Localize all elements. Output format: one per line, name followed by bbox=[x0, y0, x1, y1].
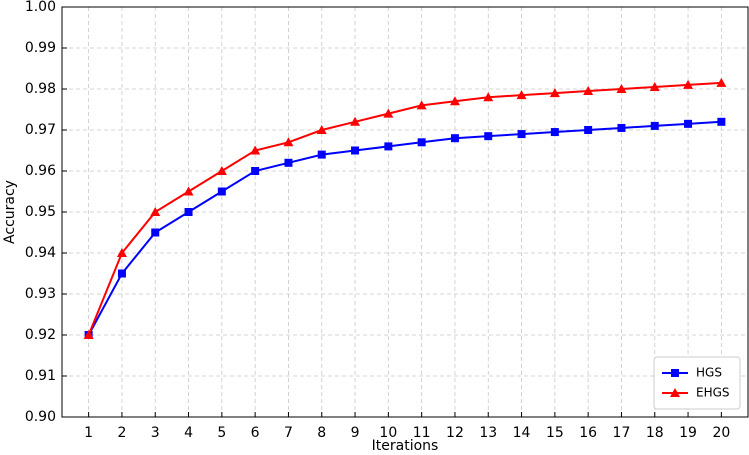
marker bbox=[416, 100, 427, 110]
x-tick-label: 5 bbox=[217, 425, 226, 441]
marker bbox=[483, 92, 494, 102]
marker bbox=[284, 158, 293, 167]
plot-frame bbox=[61, 6, 749, 418]
marker bbox=[550, 128, 559, 137]
x-axis-label: Iterations bbox=[372, 438, 439, 454]
marker bbox=[217, 187, 226, 196]
marker bbox=[649, 81, 660, 91]
marker bbox=[351, 146, 360, 155]
x-tick-label: 12 bbox=[446, 425, 464, 441]
x-tick-label: 16 bbox=[579, 425, 597, 441]
x-tick-label: 19 bbox=[679, 425, 697, 441]
marker bbox=[83, 330, 94, 339]
y-tick-label: 0.99 bbox=[25, 40, 56, 56]
x-tick-label: 10 bbox=[379, 425, 397, 441]
marker bbox=[616, 84, 627, 93]
x-tick-label: 18 bbox=[646, 425, 664, 441]
marker bbox=[317, 150, 326, 159]
marker bbox=[716, 77, 727, 87]
x-tick-label: 14 bbox=[513, 425, 531, 441]
y-tick-label: 0.95 bbox=[25, 204, 56, 220]
legend-label: EHGS bbox=[696, 386, 730, 400]
legend-label: HGS bbox=[696, 366, 722, 380]
marker bbox=[151, 228, 160, 237]
y-tick-label: 0.90 bbox=[25, 409, 56, 425]
x-tick-label: 4 bbox=[184, 425, 193, 441]
x-tick-label: 11 bbox=[413, 425, 431, 441]
x-tick-label: 1 bbox=[84, 425, 93, 441]
y-tick-label: 0.93 bbox=[25, 286, 56, 302]
series-line bbox=[87, 81, 722, 336]
x-tick-label: 3 bbox=[151, 425, 160, 441]
y-tick-label: 0.91 bbox=[25, 368, 56, 384]
x-tick-label: 8 bbox=[317, 425, 326, 441]
x-tick-label: 17 bbox=[613, 425, 631, 441]
marker bbox=[449, 96, 460, 106]
marker bbox=[350, 116, 361, 126]
marker bbox=[216, 166, 227, 175]
marker bbox=[617, 123, 626, 132]
x-tick-label: 13 bbox=[479, 425, 497, 441]
marker bbox=[671, 369, 679, 377]
marker bbox=[517, 130, 526, 139]
y-tick-label: 0.98 bbox=[25, 81, 56, 97]
marker bbox=[251, 167, 260, 175]
x-tick-label: 2 bbox=[117, 425, 126, 441]
marker bbox=[116, 248, 127, 257]
y-tick-label: 0.96 bbox=[25, 163, 56, 179]
marker bbox=[717, 117, 726, 126]
marker bbox=[450, 134, 459, 143]
x-tick-label: 9 bbox=[351, 425, 360, 441]
marker bbox=[417, 138, 426, 147]
marker bbox=[516, 90, 527, 100]
marker bbox=[117, 269, 126, 278]
y-tick-label: 1.00 bbox=[25, 0, 56, 15]
marker bbox=[670, 388, 680, 397]
marker bbox=[316, 125, 327, 134]
x-tick-label: 15 bbox=[546, 425, 564, 441]
marker bbox=[549, 88, 560, 98]
series-line bbox=[87, 120, 722, 336]
marker bbox=[283, 137, 294, 147]
x-tick-label: 20 bbox=[712, 425, 730, 441]
marker bbox=[584, 126, 593, 134]
y-tick-label: 0.94 bbox=[25, 245, 56, 261]
marker bbox=[583, 86, 594, 96]
marker bbox=[684, 119, 693, 128]
marker bbox=[183, 186, 194, 196]
x-tick-label: 7 bbox=[284, 425, 293, 441]
marker bbox=[683, 79, 694, 89]
y-tick-label: 0.92 bbox=[25, 327, 56, 343]
marker bbox=[150, 207, 161, 216]
y-tick-label: 0.97 bbox=[25, 122, 56, 138]
y-axis-label: Accuracy bbox=[2, 180, 18, 244]
x-tick-label: 6 bbox=[251, 425, 260, 441]
marker bbox=[250, 145, 261, 155]
marker bbox=[384, 142, 393, 151]
marker bbox=[650, 121, 659, 130]
marker bbox=[383, 108, 394, 118]
marker bbox=[484, 132, 493, 141]
marker bbox=[184, 208, 193, 216]
